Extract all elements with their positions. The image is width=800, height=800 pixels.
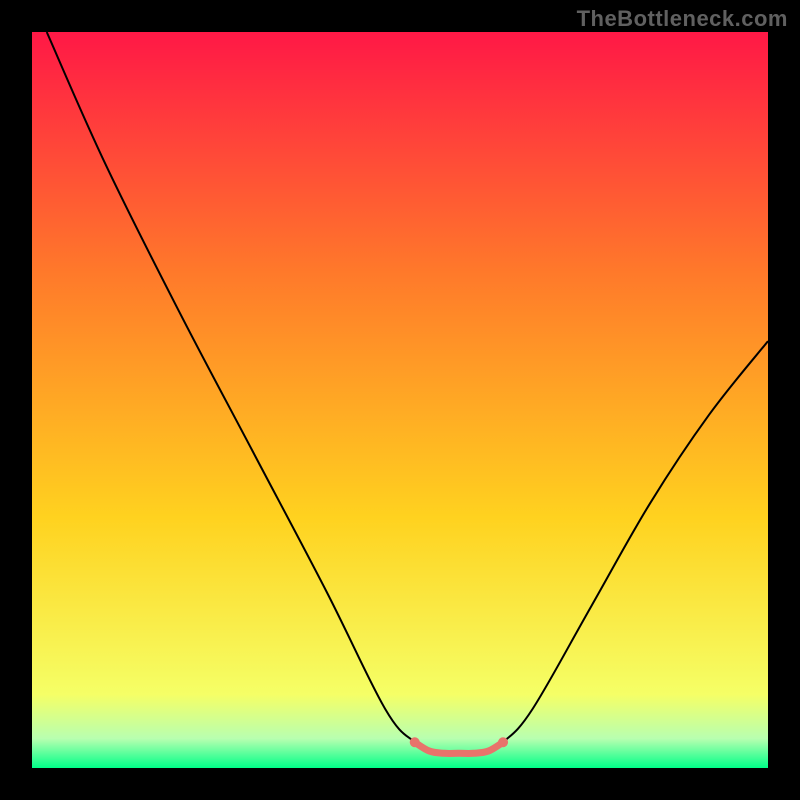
optimal-band-end-dot	[498, 737, 508, 747]
plot-area	[32, 32, 768, 768]
optimal-band-start-dot	[410, 737, 420, 747]
bottleneck-curve	[47, 32, 768, 753]
chart-frame: TheBottleneck.com	[0, 0, 800, 800]
optimal-band	[415, 742, 503, 753]
watermark-text: TheBottleneck.com	[577, 6, 788, 32]
chart-svg	[32, 32, 768, 768]
